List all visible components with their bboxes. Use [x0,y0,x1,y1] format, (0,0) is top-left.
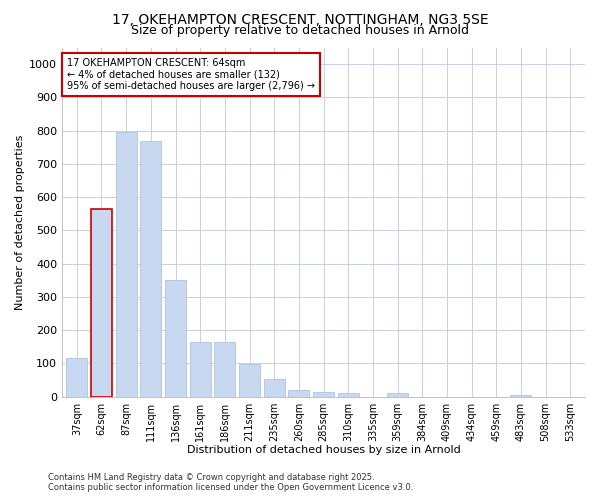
Bar [214,342,235,396]
Bar [165,280,186,396]
Text: 17, OKEHAMPTON CRESCENT, NOTTINGHAM, NG3 5SE: 17, OKEHAMPTON CRESCENT, NOTTINGHAM, NG3… [112,12,488,26]
Bar [91,208,112,396]
Bar [190,342,211,396]
Text: Contains HM Land Registry data © Crown copyright and database right 2025.
Contai: Contains HM Land Registry data © Crown c… [48,473,413,492]
Bar [239,364,260,396]
Bar [289,390,310,396]
Text: 17 OKEHAMPTON CRESCENT: 64sqm
← 4% of detached houses are smaller (132)
95% of s: 17 OKEHAMPTON CRESCENT: 64sqm ← 4% of de… [67,58,315,91]
Bar [116,132,137,396]
Bar [387,394,408,396]
Y-axis label: Number of detached properties: Number of detached properties [15,134,25,310]
Bar [263,380,284,396]
Bar [313,392,334,396]
Bar [338,394,359,396]
Bar [140,140,161,396]
X-axis label: Distribution of detached houses by size in Arnold: Distribution of detached houses by size … [187,445,460,455]
Text: Size of property relative to detached houses in Arnold: Size of property relative to detached ho… [131,24,469,37]
Bar [511,395,532,396]
Bar [67,358,88,397]
